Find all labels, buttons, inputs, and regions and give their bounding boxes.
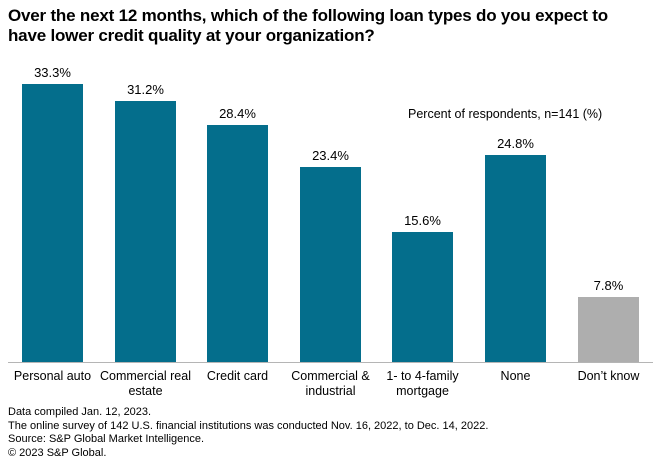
- bar-value-label-personal-auto: 33.3%: [34, 65, 71, 80]
- x-axis-label-don-t-know: Don’t know: [577, 369, 640, 383]
- x-axis-label-none: None: [500, 369, 531, 383]
- chart-title-line-2: have lower credit quality at your organi…: [8, 26, 375, 45]
- x-axis-label-personal-auto: Personal auto: [13, 369, 92, 383]
- footnote-copyright: © 2023 S&P Global.: [8, 446, 107, 459]
- x-axis-label-commercial-industrial: Commercial & industrial: [291, 369, 370, 398]
- x-axis-label-1-to-4-family-mortgage: 1- to 4-family mortgage: [386, 369, 459, 398]
- bar-value-label-don-t-know: 7.8%: [593, 278, 624, 293]
- chart-title-line-1: Over the next 12 months, which of the fo…: [8, 6, 608, 25]
- respondents-annotation: Percent of respondents, n=141 (%): [408, 107, 603, 121]
- bar-personal-auto: [22, 84, 83, 362]
- bar-none: [485, 155, 546, 362]
- bar-commercial-industrial: [300, 167, 361, 362]
- bar-value-label-none: 24.8%: [497, 136, 534, 151]
- bar-value-label-credit-card: 28.4%: [219, 106, 256, 121]
- footnote-survey-details: The online survey of 142 U.S. financial …: [8, 419, 489, 432]
- bar-value-label-commercial-real-estate: 31.2%: [127, 82, 164, 97]
- chart-footnotes: Data compiled Jan. 12, 2023. The online …: [8, 406, 488, 460]
- chart-title: Over the next 12 months, which of the fo…: [8, 6, 608, 46]
- bar-value-label-1-to-4-family-mortgage: 15.6%: [404, 213, 441, 228]
- bar-value-label-commercial-industrial: 23.4%: [312, 148, 349, 163]
- x-axis-label-commercial-real-estate: Commercial real estate: [100, 369, 191, 398]
- bar-1-to-4-family-mortgage: [392, 232, 453, 362]
- footnote-data-compiled: Data compiled Jan. 12, 2023.: [8, 406, 152, 418]
- bar-commercial-real-estate: [115, 101, 176, 362]
- bar-credit-card: [207, 125, 268, 362]
- bar-don-t-know: [578, 297, 639, 362]
- x-axis-line: [8, 362, 653, 363]
- x-axis-label-credit-card: Credit card: [206, 369, 269, 383]
- footnote-source: Source: S&P Global Market Intelligence.: [8, 433, 205, 445]
